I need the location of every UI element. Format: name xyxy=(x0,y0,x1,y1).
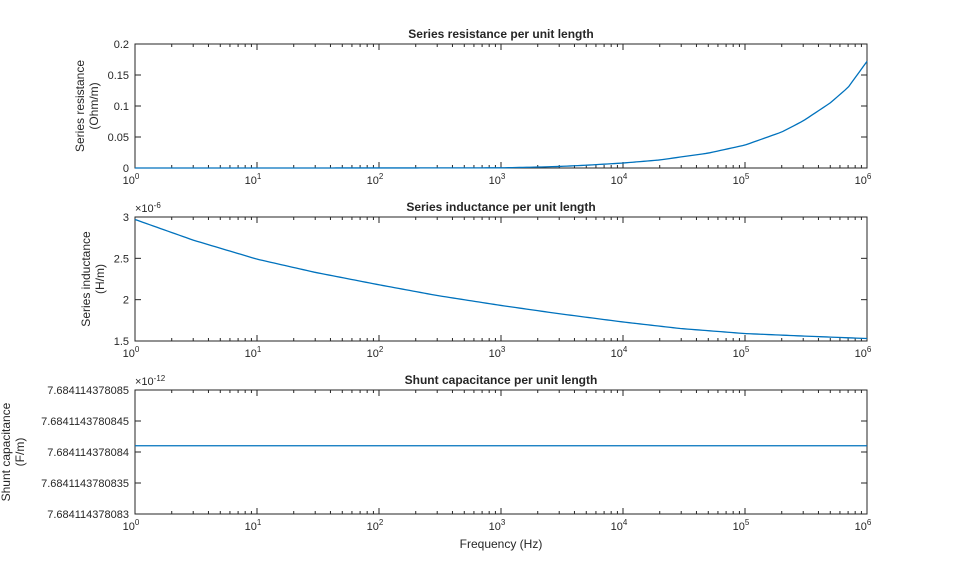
x-tick-exponent: 4 xyxy=(623,518,628,527)
y-axis-label-line: (Ohm/m) xyxy=(87,82,101,129)
y-axis-label: Series inductance(H/m) xyxy=(79,231,107,327)
x-tick-exponent: 1 xyxy=(257,172,262,181)
x-tick-exponent: 5 xyxy=(745,518,750,527)
y-tick-label: 0.15 xyxy=(108,70,129,82)
x-tick-exponent: 0 xyxy=(135,172,140,181)
y-tick-label: 3 xyxy=(123,212,129,224)
x-tick-label: 105 xyxy=(733,518,750,533)
x-tick-label: 104 xyxy=(611,518,628,533)
y-tick-label: 7.684114378084 xyxy=(47,447,129,459)
x-tick-exponent: 6 xyxy=(867,345,872,354)
x-tick-exponent: 1 xyxy=(257,518,262,527)
x-tick-label: 104 xyxy=(611,345,628,360)
x-tick-exponent: 6 xyxy=(867,518,872,527)
axes-box xyxy=(134,216,868,342)
y-tick-label: 7.6841143780835 xyxy=(41,478,129,490)
x-tick-label: 106 xyxy=(855,345,872,360)
y-axis-exponent-power: -12 xyxy=(154,374,166,383)
y-tick-label: 0.1 xyxy=(114,101,129,113)
y-axis-label: Shunt capacitance(F/m) xyxy=(0,402,27,501)
x-tick-exponent: 3 xyxy=(501,345,506,354)
axes-box xyxy=(134,389,868,515)
x-tick-exponent: 0 xyxy=(135,518,140,527)
x-tick-label: 101 xyxy=(245,345,262,360)
x-tick-label: 102 xyxy=(367,172,384,187)
x-tick-label: 103 xyxy=(489,172,506,187)
y-tick-label: 2.5 xyxy=(114,253,129,265)
x-tick-label: 106 xyxy=(855,172,872,187)
x-tick-label: 102 xyxy=(367,518,384,533)
y-tick-label: 0.05 xyxy=(108,132,129,144)
x-tick-label: 103 xyxy=(489,345,506,360)
x-tick-exponent: 4 xyxy=(623,172,628,181)
y-axis-label-line: Shunt capacitance xyxy=(0,402,13,501)
x-tick-label: 105 xyxy=(733,172,750,187)
x-tick-exponent: 4 xyxy=(623,345,628,354)
y-axis-label-line: (F/m) xyxy=(13,438,27,467)
subplot-1: 100 101 102 103 104 105 10600.050.10.150.2Seri… xyxy=(73,27,872,187)
x-tick-label: 105 xyxy=(733,345,750,360)
x-tick-label: 103 xyxy=(489,518,506,533)
subplot-title: Series inductance per unit length xyxy=(406,200,595,214)
y-tick-label: 7.6841143780845 xyxy=(41,416,129,428)
series-line-L xyxy=(134,218,868,340)
y-axis-label-line: Series resistance xyxy=(73,60,87,152)
x-tick-exponent: 2 xyxy=(379,518,384,527)
y-tick-label: 0 xyxy=(123,163,129,175)
x-tick-label: 102 xyxy=(367,345,384,360)
x-tick-exponent: 0 xyxy=(135,345,140,354)
subplot-3: 100 101 102 103 104 105 1067.6841143780837.684… xyxy=(0,373,872,551)
subplot-title: Series resistance per unit length xyxy=(408,27,593,41)
y-axis-exponent-power: -6 xyxy=(154,201,162,210)
subplot-title: Shunt capacitance per unit length xyxy=(405,373,598,387)
y-tick-label: 7.684114378083 xyxy=(47,509,129,521)
x-tick-exponent: 1 xyxy=(257,345,262,354)
x-tick-exponent: 2 xyxy=(379,345,384,354)
x-tick-exponent: 5 xyxy=(745,345,750,354)
axes-box xyxy=(134,43,868,169)
x-tick-label: 101 xyxy=(245,518,262,533)
x-tick-exponent: 3 xyxy=(501,172,506,181)
x-tick-exponent: 2 xyxy=(379,172,384,181)
x-tick-label: 106 xyxy=(855,518,872,533)
y-tick-label: 7.684114378085 xyxy=(47,385,129,397)
y-axis-label-line: (H/m) xyxy=(93,264,107,294)
y-axis-label-line: Series inductance xyxy=(79,231,93,327)
y-axis-exponent: ×10-6 xyxy=(135,201,161,215)
y-tick-label: 2 xyxy=(123,295,129,307)
y-axis-exponent: ×10-12 xyxy=(135,374,166,388)
x-tick-exponent: 5 xyxy=(745,172,750,181)
x-tick-exponent: 6 xyxy=(867,172,872,181)
series-line-R xyxy=(135,60,868,169)
y-tick-label: 1.5 xyxy=(114,336,129,348)
y-axis-label: Series resistance(Ohm/m) xyxy=(73,60,101,152)
x-tick-label: 101 xyxy=(245,172,262,187)
y-tick-label: 0.2 xyxy=(114,39,129,51)
x-tick-label: 104 xyxy=(611,172,628,187)
x-axis-label: Frequency (Hz) xyxy=(460,537,543,551)
x-tick-exponent: 3 xyxy=(501,518,506,527)
